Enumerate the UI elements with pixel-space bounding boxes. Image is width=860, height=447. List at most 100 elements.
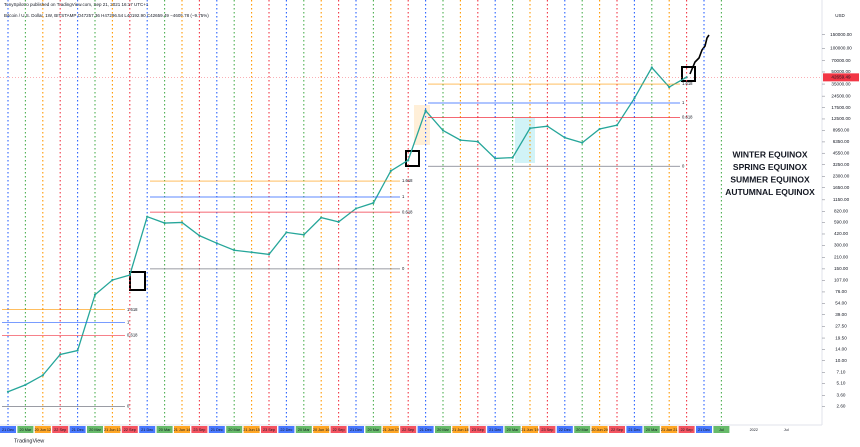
fib-label: 0.618 [682, 115, 693, 120]
price-point [180, 221, 184, 224]
price-point [615, 124, 619, 127]
x-label-bg [295, 426, 312, 433]
y-tick-label: 107.00 [834, 278, 848, 283]
price-point [337, 220, 340, 223]
x-label-bg [174, 426, 190, 433]
price-point [407, 159, 410, 162]
x-tick-label: Jul [784, 428, 789, 432]
highlight-area [414, 105, 430, 145]
price-point [320, 216, 323, 219]
x-label-bg [469, 426, 486, 433]
x-tick-label: 22 Sep [54, 428, 66, 432]
x-tick-label: 20 Mar [437, 428, 450, 432]
x-label-bg [661, 426, 678, 433]
price-point [93, 293, 97, 296]
drawn-box [405, 150, 420, 167]
y-tick-label: 6350.00 [833, 139, 850, 144]
footer: TradingView [14, 438, 44, 444]
x-tick-label: 22 Sep [681, 428, 693, 432]
fib-label: 1.618 [127, 307, 138, 312]
price-point [198, 234, 201, 237]
x-tick-label: 20 Mar [159, 428, 172, 432]
x-label-bg [243, 426, 260, 433]
x-label-bg [17, 426, 34, 433]
y-tick-label: 12500.00 [831, 116, 851, 121]
price-point [215, 242, 218, 245]
y-tick-label: 3.60 [837, 393, 846, 398]
x-tick-label: 20 Mar [367, 428, 380, 432]
fib-label: 0 [127, 403, 130, 408]
legend-entry: WINTER EQUINOX [732, 149, 807, 159]
x-tick-label: 22 Sep [611, 428, 623, 432]
x-tick-label: 21 Jun '19 [521, 428, 538, 432]
last-price-label: 42659.49 [831, 75, 851, 80]
y-tick-label: 100000.00 [830, 46, 852, 51]
price-point [581, 141, 584, 144]
x-label-bg [452, 426, 469, 433]
y-tick-label: 1650.00 [833, 185, 850, 190]
drawn-projection [689, 34, 710, 75]
x-tick-label: 20 Jun 16 [313, 428, 330, 432]
x-label-bg [208, 426, 225, 433]
x-label-bg [156, 426, 173, 433]
x-tick-label: 21 Jun 17 [382, 428, 399, 432]
highlight-area [515, 118, 535, 163]
price-point [267, 253, 271, 256]
x-label-bg [435, 426, 451, 433]
x-label-bg [261, 426, 277, 433]
x-label-bg [574, 426, 591, 433]
x-tick-label: 2022 [750, 428, 758, 432]
x-label-bg [348, 426, 364, 433]
y-tick-label: 39.00 [835, 312, 847, 317]
y-tick-label: 4550.00 [833, 150, 850, 155]
x-label-bg [330, 426, 347, 433]
price-point [633, 97, 636, 100]
fib-label: 0.618 [402, 209, 413, 214]
x-label-bg [504, 426, 521, 433]
x-label-bg [417, 426, 434, 433]
x-tick-label: 22 Dec [559, 428, 571, 432]
x-label-bg [87, 426, 103, 433]
x-tick-label: 21 Dec [420, 428, 432, 432]
y-tick-label: 590.00 [834, 220, 848, 225]
x-tick-label: 22 Sep [333, 428, 345, 432]
price-point [76, 349, 79, 352]
x-label-bg [556, 426, 573, 433]
price-point [354, 207, 358, 210]
legend-entry: SUMMER EQUINOX [730, 174, 810, 184]
fib-label: 1 [682, 100, 685, 105]
y-tick-label: 24500.00 [831, 93, 851, 98]
price-point [650, 66, 653, 69]
y-tick-label: 17500.00 [831, 105, 851, 110]
fib-label: 1.618 [682, 81, 693, 86]
y-tick-label: 14.00 [835, 347, 847, 352]
price-point [59, 353, 62, 356]
x-tick-label: 20 Mar [646, 428, 659, 432]
x-tick-label: 20 Jun 12 [34, 428, 51, 432]
x-label-bg [313, 426, 330, 433]
price-point [441, 129, 445, 132]
price-point [685, 76, 688, 79]
y-tick-label: 50000.00 [831, 69, 851, 74]
x-label-bg [104, 426, 121, 433]
fib-label: 1.618 [402, 178, 413, 183]
x-label-bg [34, 426, 51, 433]
price-point [668, 85, 671, 89]
x-label-bg [713, 426, 730, 433]
y-tick-label: 820.00 [834, 209, 848, 214]
price-point [233, 249, 236, 252]
price-point [163, 221, 166, 225]
price-point [389, 169, 392, 173]
last-price-bg [823, 73, 859, 82]
y-tick-label: 70000.00 [831, 58, 851, 63]
y-tick-label: 2300.00 [833, 174, 850, 179]
fib-label: 1 [127, 319, 130, 324]
currency: USD [835, 13, 845, 18]
x-tick-label: 21 Dec [698, 428, 710, 432]
x-tick-label: 21 Dec [628, 428, 640, 432]
price-point [146, 215, 149, 218]
price-point [459, 139, 462, 142]
